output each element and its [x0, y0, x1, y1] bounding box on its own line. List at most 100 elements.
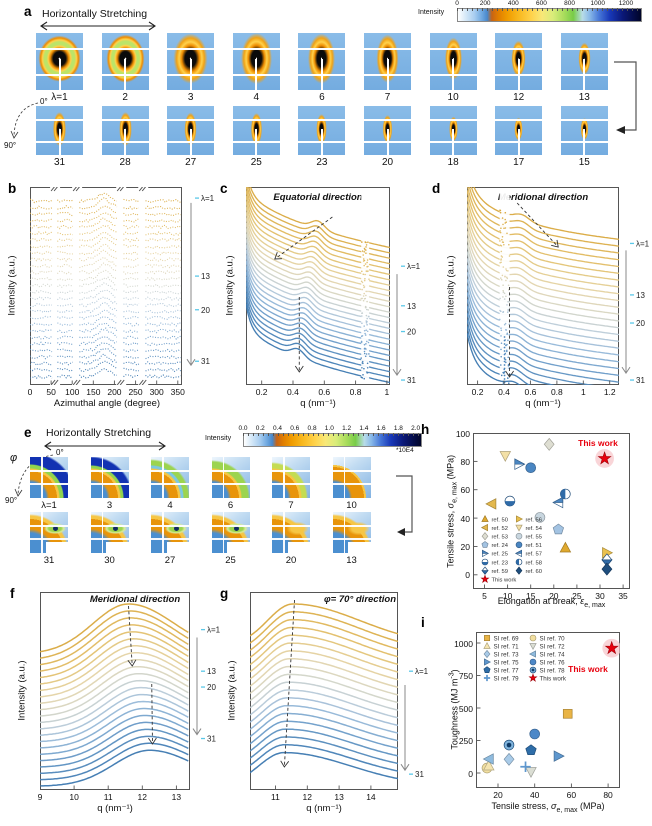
detector-gap-line	[90, 525, 129, 527]
detector-gap-line	[232, 47, 280, 50]
svg-text:ref. 57: ref. 57	[526, 552, 542, 558]
tile-a-row2-label: 27	[185, 157, 197, 168]
tile-a-row1-label: 2	[122, 92, 128, 103]
detector-gap-line	[272, 525, 310, 527]
detector-gap-line	[283, 512, 285, 553]
detector-gap-line	[41, 512, 43, 553]
b-xtick-label: 50	[46, 387, 56, 397]
detector-gap-line	[101, 47, 149, 50]
svg-text:13: 13	[636, 291, 645, 300]
diffraction-blob	[347, 521, 369, 535]
svg-text:ref. 24: ref. 24	[492, 543, 509, 549]
tile-a-row1-label: λ=1	[51, 92, 68, 103]
svg-text:λ=1: λ=1	[636, 239, 650, 248]
d-lambda-annotations: λ=1 13 20 31	[621, 187, 652, 393]
panel-g-plot	[250, 592, 398, 790]
beamstop-line	[517, 58, 520, 90]
saxs-pattern-tile	[232, 33, 280, 90]
colorbar-e-tick-label: 0.2	[255, 425, 265, 432]
f-xtick-label: 13	[171, 792, 182, 802]
beamstop-line	[124, 58, 127, 90]
h-ytick-label: 20	[460, 541, 470, 552]
detector-gap-line	[90, 470, 129, 472]
detector-gap-line	[429, 47, 477, 50]
tile-e-row2-label: 13	[346, 555, 357, 566]
svg-text:SI ref. 79: SI ref. 79	[494, 675, 520, 682]
saxs-pattern-tile	[560, 106, 608, 155]
waxs-pattern-tile	[272, 457, 310, 498]
colorbar-e-tick-label: 1.2	[342, 425, 352, 432]
waxs-pattern-tile	[151, 457, 189, 498]
panel-g-label: g	[220, 586, 229, 601]
svg-text:ref. 50: ref. 50	[492, 517, 508, 523]
saxs-pattern-tile	[36, 106, 83, 155]
f-ylabel: Intensity (a.u.)	[16, 660, 28, 721]
detector-gap-line	[167, 47, 215, 50]
b-xtick-label: 250	[128, 387, 143, 397]
i-ytick-label: 250	[458, 736, 473, 746]
detector-gap-line	[151, 538, 189, 540]
svg-text:ref. 52: ref. 52	[492, 526, 508, 532]
g-xtick-label: 11	[271, 792, 280, 802]
detector-gap-line	[101, 512, 104, 553]
c-xlabel: q (nm⁻¹)	[300, 398, 336, 409]
tile-a-row2-label: 23	[316, 157, 328, 168]
detector-gap-line	[151, 525, 189, 527]
i-xtick-label: 60	[566, 790, 577, 800]
i-xtick-label: 40	[529, 790, 540, 800]
svg-text:ref. 51: ref. 51	[526, 543, 542, 549]
tile-e-row1-label: 3	[106, 500, 113, 511]
svg-text:SI ref. 76: SI ref. 76	[540, 659, 566, 666]
detector-gap-line	[364, 118, 411, 121]
tile-e-row1-label: 10	[346, 500, 357, 511]
colorbar-e-tick-label: 0.6	[290, 425, 300, 432]
f-lambda-annotations: λ=1 13 20 31	[192, 592, 232, 798]
b-xtick-label: 150	[86, 387, 101, 397]
colorbar-e-minor-ticks	[243, 433, 420, 436]
colorbar-a-tick-label: 1200	[618, 0, 634, 7]
colorbar-e-tick-label: 1.4	[359, 425, 369, 432]
angle-e-symbol: φ	[10, 452, 18, 464]
svg-text:20: 20	[407, 328, 416, 337]
b-xlabel: Azimuthal angle (degree)	[53, 398, 161, 409]
h-xtick-label: 25	[572, 591, 582, 601]
detector-notch	[287, 542, 310, 553]
tile-a-row1-label: 7	[384, 92, 391, 103]
saxs-pattern-tile	[429, 33, 477, 90]
panel-d-label: d	[432, 181, 441, 196]
panel-b-label: b	[8, 181, 17, 196]
waxs-pattern-tile	[151, 512, 189, 553]
detector-gap-line	[211, 525, 250, 527]
svg-text:SI ref. 71: SI ref. 71	[494, 643, 520, 650]
row-link-arrow-a-icon	[614, 61, 637, 134]
f-xtick-label: 10	[69, 792, 79, 802]
svg-text:ref. 55: ref. 55	[526, 535, 542, 541]
f-xtick-label: 9	[37, 792, 43, 802]
svg-text:31: 31	[415, 770, 424, 779]
colorbar-a-tick-label: 200	[479, 0, 491, 7]
waxs-pattern-tile	[332, 457, 371, 498]
panel-f-plot	[40, 592, 190, 790]
f-title: Meridional direction	[89, 594, 181, 605]
panel-b-plot	[30, 187, 182, 385]
svg-text:ref. 54: ref. 54	[526, 526, 543, 532]
beamstop-line	[386, 58, 389, 90]
svg-text:ref. 53: ref. 53	[492, 535, 508, 541]
panel-h-label: h	[421, 422, 430, 437]
h-xtick-label: 35	[618, 591, 628, 601]
svg-text:ref. 60: ref. 60	[526, 569, 542, 575]
detector-gap-line	[232, 118, 280, 121]
detector-gap-line	[30, 470, 68, 472]
beamstop-line	[452, 58, 455, 90]
panel-h-plot: ref. 50 ref. 56 ref. 52 ref. 54 ref. 53 ref. …	[473, 433, 630, 589]
i-ytick-label: 0	[468, 768, 473, 779]
svg-text:13: 13	[207, 667, 216, 676]
tile-e-row1-label: 4	[167, 500, 173, 511]
h-xtick-label: 15	[525, 591, 536, 601]
i-ytick-label: 1000	[454, 638, 473, 649]
saxs-pattern-tile	[364, 33, 411, 90]
waxs-pattern-tile	[30, 457, 68, 498]
saxs-pattern-tile	[36, 33, 83, 90]
tile-a-row1-label: 6	[319, 92, 325, 103]
tile-a-row1-label: 3	[187, 92, 194, 103]
